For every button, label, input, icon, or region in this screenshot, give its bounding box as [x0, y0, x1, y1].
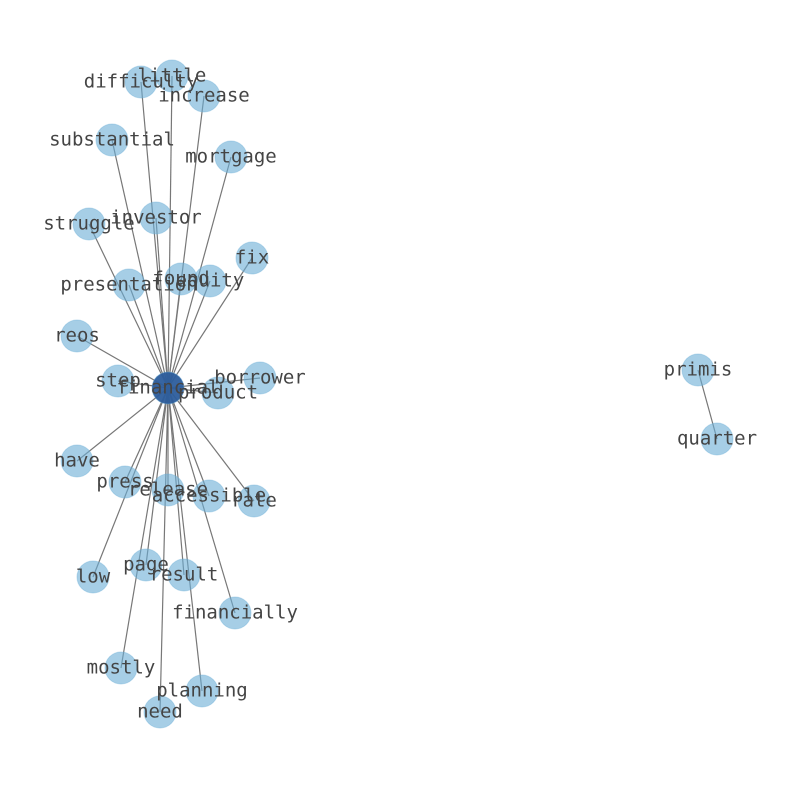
- node-label: page: [123, 554, 169, 576]
- node: [124, 65, 158, 99]
- node: [112, 268, 146, 302]
- node: [129, 548, 163, 582]
- edge: [167, 278, 182, 389]
- edge: [167, 75, 173, 389]
- node: [681, 353, 715, 387]
- node: [139, 201, 173, 235]
- node: [193, 264, 227, 298]
- node-label: reos: [54, 325, 100, 347]
- node-label: substantial: [49, 129, 175, 151]
- node: [237, 484, 271, 518]
- node: [201, 376, 235, 410]
- node: [60, 319, 94, 353]
- node: [108, 465, 142, 499]
- node-label: financially: [172, 602, 298, 624]
- node: [185, 674, 219, 708]
- edge: [111, 139, 169, 389]
- node: [76, 560, 110, 594]
- node-label: financial: [117, 377, 220, 399]
- node: [155, 59, 189, 93]
- node: [101, 364, 135, 398]
- node: [151, 473, 185, 507]
- edge: [159, 387, 169, 713]
- node-label: found: [152, 268, 209, 290]
- edge: [120, 387, 169, 669]
- node: [235, 241, 269, 275]
- node: [151, 371, 185, 405]
- node-label: primis: [664, 359, 733, 381]
- node-label: low: [76, 566, 111, 588]
- node: [60, 444, 94, 478]
- node-label: have: [54, 450, 100, 472]
- edge: [140, 81, 169, 389]
- node: [72, 207, 106, 241]
- edge: [76, 387, 169, 462]
- node: [95, 123, 129, 157]
- node: [167, 558, 201, 592]
- node-label: product: [178, 382, 258, 404]
- node-label: planning: [156, 680, 248, 702]
- edge: [167, 387, 203, 692]
- edge: [124, 387, 169, 483]
- node-label: mortgage: [185, 146, 277, 168]
- edge: [76, 335, 169, 389]
- edge: [167, 387, 210, 497]
- node-label: accessible: [152, 485, 266, 507]
- node-label: equity: [176, 270, 245, 292]
- node-label: investor: [110, 207, 202, 229]
- edge: [167, 280, 211, 389]
- node-label: struggle: [43, 213, 135, 235]
- node-label: increase: [158, 85, 250, 107]
- node: [218, 596, 252, 630]
- node-label: press: [96, 471, 153, 493]
- edge: [167, 387, 255, 502]
- node-label: difficulty: [84, 71, 198, 93]
- node: [104, 651, 138, 685]
- node: [187, 79, 221, 113]
- edge: [145, 387, 169, 566]
- node-label: mostly: [87, 657, 156, 679]
- edge: [128, 284, 169, 389]
- node: [192, 479, 226, 513]
- node: [214, 140, 248, 174]
- node-label: step: [95, 370, 141, 392]
- node-label: presentation: [60, 274, 197, 296]
- node-label: need: [137, 701, 183, 723]
- node-label: quarter: [677, 428, 757, 450]
- node: [143, 695, 177, 729]
- nodes: [60, 59, 734, 729]
- edge: [88, 223, 169, 389]
- node: [243, 361, 277, 395]
- node-label: fix: [235, 247, 269, 269]
- edge: [155, 217, 169, 389]
- node-label: little: [138, 65, 207, 87]
- node-label: borrower: [214, 367, 306, 389]
- node: [700, 422, 734, 456]
- edge: [167, 257, 253, 389]
- node-label: rate: [231, 490, 277, 512]
- node-label: release: [128, 479, 208, 501]
- node-label: result: [150, 564, 219, 586]
